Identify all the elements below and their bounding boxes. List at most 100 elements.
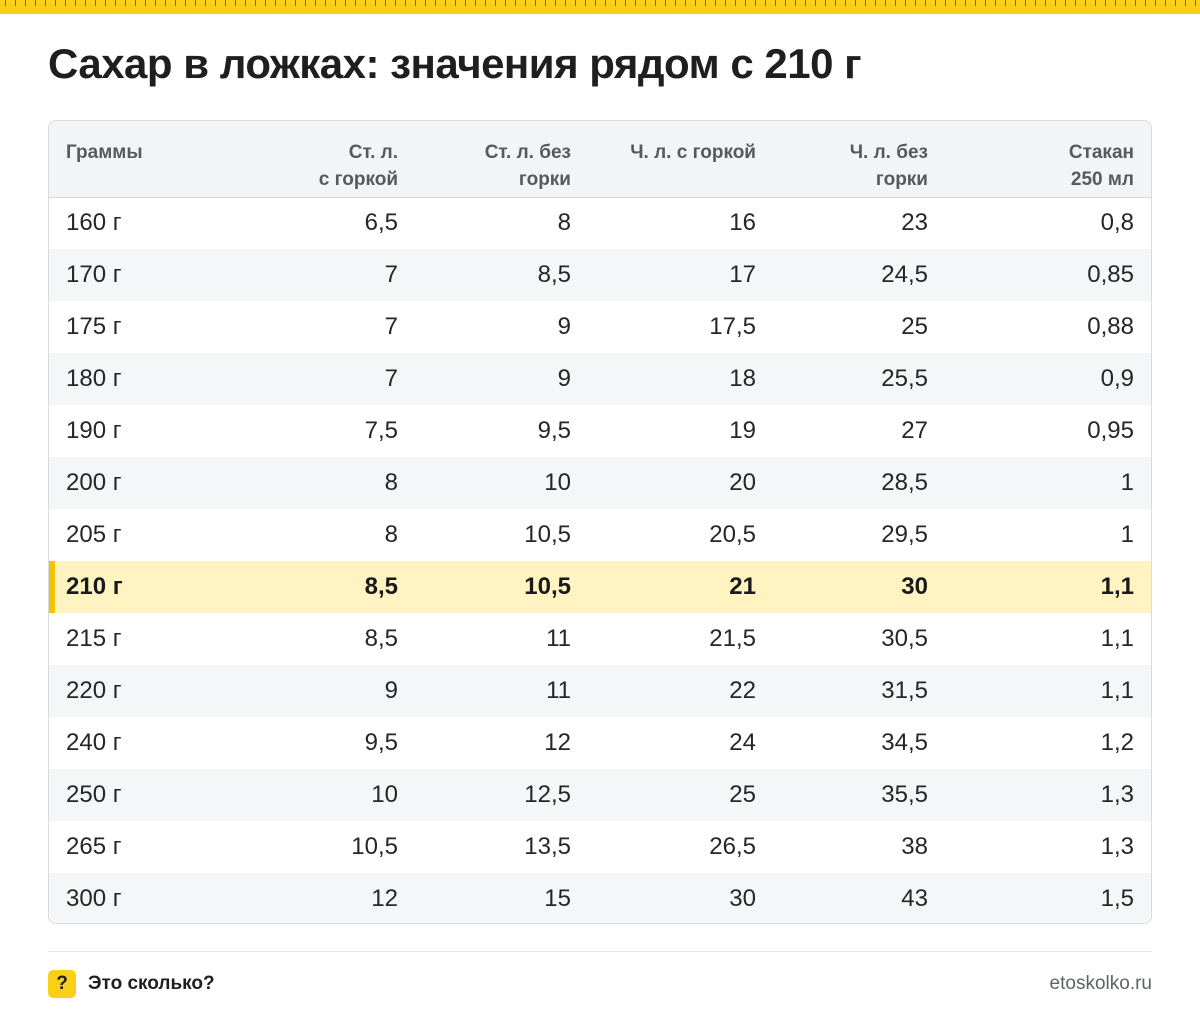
grams-cell: 170 г bbox=[49, 249, 249, 301]
value-cell: 12,5 bbox=[415, 769, 588, 821]
grams-cell: 160 г bbox=[66, 209, 122, 237]
value-cell: 15 bbox=[415, 873, 588, 923]
table-row: 300 г 12 15 30 43 1,5 bbox=[49, 873, 1151, 923]
value-cell: 1,3 bbox=[945, 769, 1151, 821]
table-row: 215 г 8,5 11 21,5 30,5 1,1 bbox=[49, 613, 1151, 665]
value-cell: 0,8 bbox=[1100, 209, 1134, 237]
column-header-line: Ст. л. bbox=[348, 142, 398, 163]
table-row: 200 г 8 10 20 28,5 1 bbox=[49, 457, 1151, 509]
grams-cell: 190 г bbox=[66, 417, 122, 444]
conversion-table: Граммы Ст. л. с горкой Ст. л. без горки Ч. л.… bbox=[49, 121, 1151, 923]
column-header-line: Ч. л. без bbox=[849, 142, 928, 163]
value-cell: 9,5 bbox=[537, 417, 571, 444]
value-cell: 9 bbox=[249, 665, 415, 717]
column-header: Ст. л. без горки bbox=[415, 121, 588, 198]
value-cell: 19 bbox=[729, 417, 756, 444]
value-cell: 23 bbox=[901, 209, 928, 237]
conversion-table-card: Граммы Ст. л. с горкой Ст. л. без горки Ч. л.… bbox=[48, 120, 1152, 924]
value-cell: 0,88 bbox=[1087, 313, 1134, 340]
column-header: Граммы bbox=[49, 121, 249, 198]
grams-cell: 250 г bbox=[49, 769, 249, 821]
value-cell: 8,5 bbox=[415, 249, 588, 301]
value-cell: 1,1 bbox=[1100, 625, 1134, 652]
table-row: 240 г 9,5 12 24 34,5 1,2 bbox=[49, 717, 1151, 769]
table-body: 160 г 6,5 8 16 23 0,8 170 г 7 8,5 17 24,5 0,85 175 г… bbox=[49, 197, 1151, 923]
column-header-line: горки bbox=[518, 169, 571, 190]
value-cell: 30,5 bbox=[881, 625, 928, 652]
grams-cell: 265 г bbox=[66, 833, 122, 860]
page-title: Сахар в ложках: значения рядом с 210 г bbox=[48, 40, 862, 87]
value-cell: 0,85 bbox=[945, 249, 1151, 301]
value-cell: 20,5 bbox=[709, 521, 756, 548]
value-cell: 16 bbox=[729, 209, 756, 237]
value-cell: 18 bbox=[588, 353, 773, 405]
value-cell: 43 bbox=[773, 873, 945, 923]
table-header-row: Граммы Ст. л. с горкой Ст. л. без горки Ч. л.… bbox=[49, 121, 1151, 198]
value-cell: 9 bbox=[557, 313, 571, 340]
value-cell: 1,1 bbox=[945, 665, 1151, 717]
value-cell: 26,5 bbox=[709, 833, 756, 860]
grams-cell: 200 г bbox=[49, 457, 249, 509]
table-row: 180 г 7 9 18 25,5 0,9 bbox=[49, 353, 1151, 405]
value-cell: 11 bbox=[415, 665, 588, 717]
column-header-line: Ч. л. с горкой bbox=[630, 142, 756, 163]
grams-cell: 210 г bbox=[49, 561, 249, 613]
table-row: 170 г 7 8,5 17 24,5 0,85 bbox=[49, 249, 1151, 301]
column-header: Ч. л. без горки bbox=[773, 121, 945, 198]
value-cell: 20 bbox=[588, 457, 773, 509]
table-row: 220 г 9 11 22 31,5 1,1 bbox=[49, 665, 1151, 717]
value-cell: 7 bbox=[249, 353, 415, 405]
value-cell: 30 bbox=[773, 561, 945, 613]
value-cell: 12 bbox=[544, 729, 571, 756]
grams-cell: 215 г bbox=[66, 625, 122, 652]
value-cell: 6,5 bbox=[364, 209, 398, 237]
table-row: 205 г 8 10,5 20,5 29,5 1 bbox=[49, 509, 1151, 561]
table-row: 210 г 8,5 10,5 21 30 1,1 bbox=[49, 561, 1151, 613]
value-cell: 21 bbox=[588, 561, 773, 613]
column-header-line: горки bbox=[875, 169, 928, 190]
column-header-line: с горкой bbox=[318, 169, 398, 190]
footer-brand: Это сколько? bbox=[88, 973, 215, 994]
table-row: 250 г 10 12,5 25 35,5 1,3 bbox=[49, 769, 1151, 821]
value-cell: 38 bbox=[901, 833, 928, 860]
ruler-strip bbox=[0, 0, 1200, 14]
value-cell: 10 bbox=[415, 457, 588, 509]
value-cell: 8 bbox=[384, 521, 398, 548]
value-cell: 7,5 bbox=[364, 417, 398, 444]
table-row: 160 г 6,5 8 16 23 0,8 bbox=[49, 197, 1151, 249]
value-cell: 1 bbox=[945, 457, 1151, 509]
value-cell: 8 bbox=[249, 457, 415, 509]
value-cell: 29,5 bbox=[881, 521, 928, 548]
value-cell: 8,5 bbox=[249, 561, 415, 613]
value-cell: 1,2 bbox=[1100, 729, 1134, 756]
value-cell: 35,5 bbox=[773, 769, 945, 821]
value-cell: 25 bbox=[901, 313, 928, 340]
column-header-line: Стакан bbox=[1068, 142, 1134, 163]
column-header-line: 250 мл bbox=[1070, 169, 1134, 190]
value-cell: 30 bbox=[588, 873, 773, 923]
value-cell: 22 bbox=[588, 665, 773, 717]
table-row: 175 г 7 9 17,5 25 0,88 bbox=[49, 301, 1151, 353]
grams-cell: 180 г bbox=[49, 353, 249, 405]
value-cell: 12 bbox=[249, 873, 415, 923]
value-cell: 1,5 bbox=[945, 873, 1151, 923]
value-cell: 21,5 bbox=[709, 625, 756, 652]
value-cell: 27 bbox=[901, 417, 928, 444]
grams-cell: 175 г bbox=[66, 313, 122, 340]
value-cell: 17 bbox=[588, 249, 773, 301]
value-cell: 8,5 bbox=[364, 625, 398, 652]
grams-cell: 220 г bbox=[49, 665, 249, 717]
value-cell: 11 bbox=[546, 625, 571, 652]
table-row: 190 г 7,5 9,5 19 27 0,95 bbox=[49, 405, 1151, 457]
footer-url[interactable]: etoskolko.ru bbox=[1049, 973, 1152, 994]
value-cell: 25,5 bbox=[773, 353, 945, 405]
value-cell: 10 bbox=[249, 769, 415, 821]
value-cell: 24 bbox=[729, 729, 756, 756]
value-cell: 9,5 bbox=[364, 729, 398, 756]
value-cell: 7 bbox=[249, 249, 415, 301]
column-header-line: Граммы bbox=[66, 142, 143, 163]
value-cell: 34,5 bbox=[881, 729, 928, 756]
value-cell: 7 bbox=[384, 313, 398, 340]
value-cell: 1,1 bbox=[945, 561, 1151, 613]
value-cell: 10,5 bbox=[415, 561, 588, 613]
